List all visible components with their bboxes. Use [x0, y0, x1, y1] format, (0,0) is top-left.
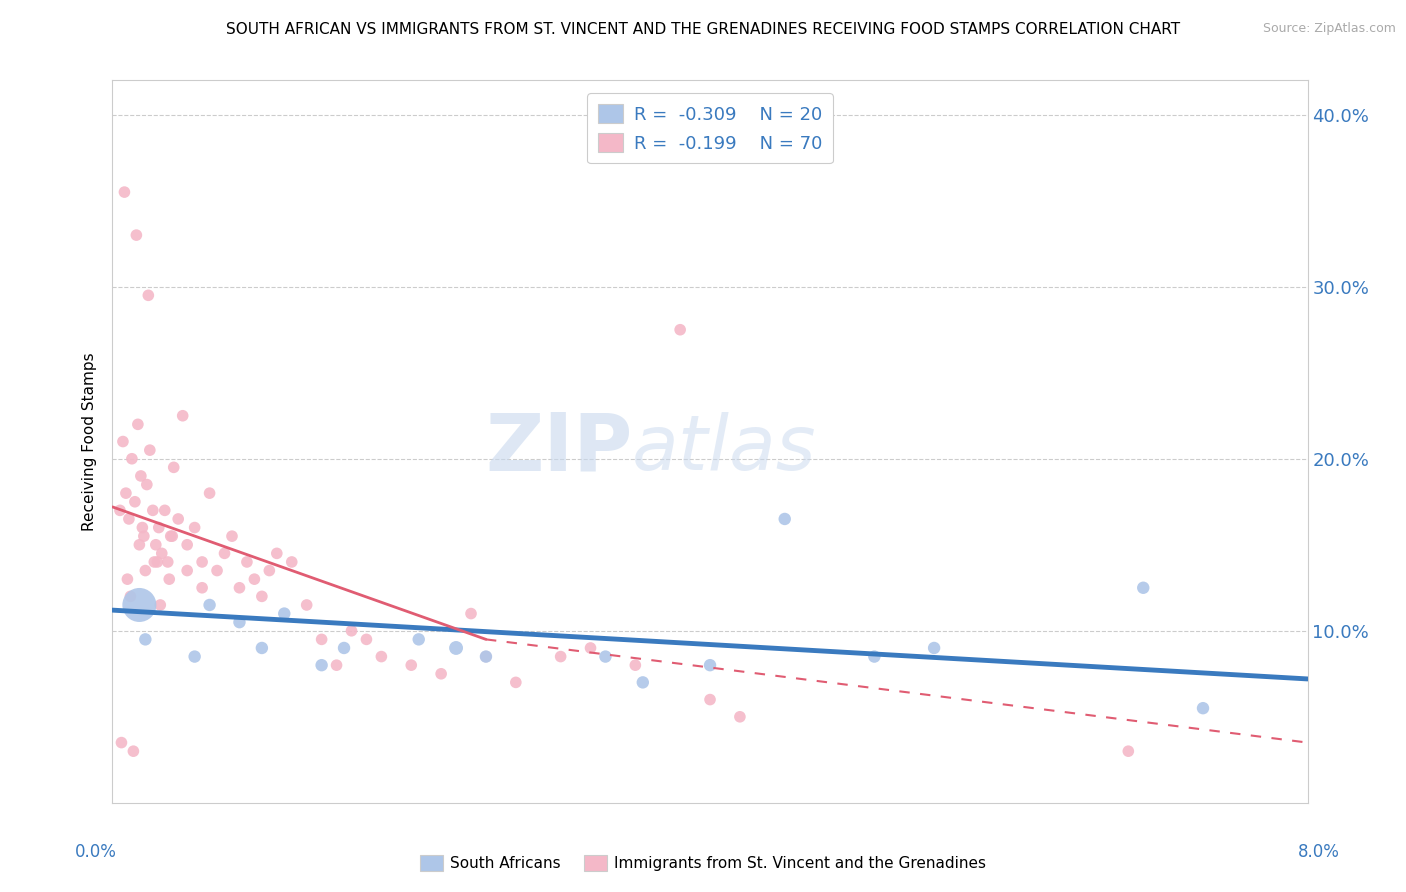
Point [124, 494, 146, 508]
Point [325, 658, 347, 673]
Point [167, 512, 190, 526]
Point [505, 675, 527, 690]
Point [595, 649, 617, 664]
Point [340, 624, 363, 638]
Point [922, 640, 945, 655]
Point [163, 460, 186, 475]
Point [118, 512, 141, 526]
Point [132, 529, 155, 543]
Point [198, 486, 221, 500]
Point [128, 598, 150, 612]
Point [728, 710, 751, 724]
Point [115, 486, 138, 500]
Point [121, 451, 143, 466]
Point [669, 323, 692, 337]
Point [266, 546, 288, 560]
Point [134, 564, 156, 578]
Point [333, 640, 356, 655]
Point [156, 555, 179, 569]
Point [117, 572, 139, 586]
Point [142, 503, 165, 517]
Text: 0.0%: 0.0% [75, 843, 117, 861]
Point [145, 538, 167, 552]
Point [120, 590, 142, 604]
Point [127, 417, 149, 432]
Point [114, 185, 135, 199]
Text: Source: ZipAtlas.com: Source: ZipAtlas.com [1263, 22, 1396, 36]
Point [148, 520, 170, 534]
Point [108, 503, 131, 517]
Y-axis label: Receiving Food Stamps: Receiving Food Stamps [82, 352, 97, 531]
Point [370, 649, 392, 664]
Point [228, 581, 250, 595]
Point [146, 555, 169, 569]
Point [128, 538, 150, 552]
Point [295, 598, 318, 612]
Point [135, 477, 157, 491]
Point [430, 666, 453, 681]
Point [198, 598, 221, 612]
Point [408, 632, 430, 647]
Point [699, 692, 721, 706]
Point [1132, 581, 1154, 595]
Point [134, 632, 156, 647]
Point [176, 564, 198, 578]
Point [259, 564, 281, 578]
Legend: South Africans, Immigrants from St. Vincent and the Grenadines: South Africans, Immigrants from St. Vinc… [413, 849, 993, 877]
Point [205, 564, 228, 578]
Text: 8.0%: 8.0% [1298, 843, 1340, 861]
Point [143, 555, 166, 569]
Point [460, 607, 482, 621]
Text: SOUTH AFRICAN VS IMMIGRANTS FROM ST. VINCENT AND THE GRENADINES RECEIVING FOOD S: SOUTH AFRICAN VS IMMIGRANTS FROM ST. VIN… [226, 22, 1180, 37]
Point [250, 590, 273, 604]
Point [110, 735, 132, 749]
Point [157, 572, 180, 586]
Point [228, 615, 250, 630]
Point [159, 529, 181, 543]
Text: ZIP: ZIP [485, 409, 633, 488]
Point [863, 649, 886, 664]
Point [699, 658, 721, 673]
Point [176, 538, 198, 552]
Point [162, 529, 183, 543]
Point [444, 640, 467, 655]
Point [125, 228, 148, 243]
Point [131, 520, 153, 534]
Point [129, 469, 152, 483]
Point [122, 744, 145, 758]
Point [111, 434, 134, 449]
Point [550, 649, 572, 664]
Point [139, 443, 162, 458]
Point [172, 409, 194, 423]
Point [138, 288, 160, 302]
Point [191, 581, 214, 595]
Point [624, 658, 647, 673]
Point [475, 649, 498, 664]
Point [149, 598, 172, 612]
Point [183, 649, 205, 664]
Point [773, 512, 796, 526]
Point [153, 503, 176, 517]
Point [191, 555, 214, 569]
Point [183, 520, 205, 534]
Point [311, 632, 333, 647]
Point [311, 658, 333, 673]
Point [250, 640, 273, 655]
Point [281, 555, 304, 569]
Legend: R =  -0.309    N = 20, R =  -0.199    N = 70: R = -0.309 N = 20, R = -0.199 N = 70 [586, 93, 834, 163]
Point [475, 649, 498, 664]
Point [579, 640, 602, 655]
Point [236, 555, 259, 569]
Point [631, 675, 654, 690]
Point [214, 546, 236, 560]
Point [273, 607, 295, 621]
Point [1192, 701, 1215, 715]
Point [221, 529, 243, 543]
Point [356, 632, 378, 647]
Point [1118, 744, 1140, 758]
Point [401, 658, 423, 673]
Point [150, 546, 173, 560]
Point [243, 572, 266, 586]
Text: atlas: atlas [633, 412, 817, 486]
